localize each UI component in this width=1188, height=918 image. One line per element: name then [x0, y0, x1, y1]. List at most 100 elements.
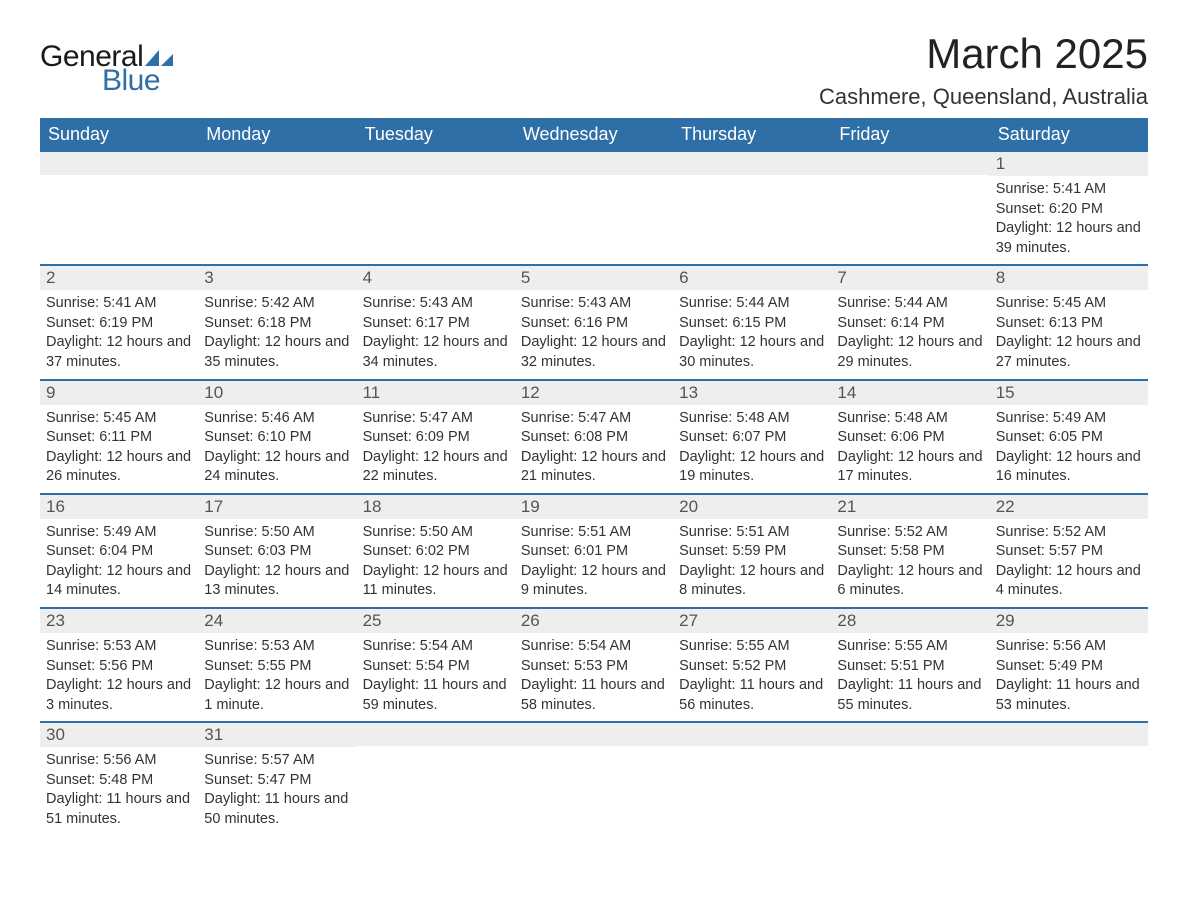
day-number-empty — [673, 722, 831, 746]
daylight-line: Daylight: 11 hours and 59 minutes. — [363, 676, 509, 715]
day-body: Sunrise: 5:56 AMSunset: 5:49 PMDaylight:… — [990, 633, 1148, 721]
sunset-line: Sunset: 5:51 PM — [837, 657, 983, 677]
day-number: 13 — [673, 380, 831, 405]
day-number: 24 — [198, 608, 356, 633]
day-number: 20 — [673, 494, 831, 519]
daylight-line: Daylight: 12 hours and 8 minutes. — [679, 562, 825, 601]
day-body: Sunrise: 5:41 AMSunset: 6:19 PMDaylight:… — [40, 290, 198, 378]
day-cell: 7Sunrise: 5:44 AMSunset: 6:14 PMDaylight… — [831, 265, 989, 378]
sunrise-line: Sunrise: 5:57 AM — [204, 751, 350, 771]
day-body: Sunrise: 5:55 AMSunset: 5:51 PMDaylight:… — [831, 633, 989, 721]
day-body: Sunrise: 5:50 AMSunset: 6:02 PMDaylight:… — [357, 519, 515, 607]
daylight-line: Daylight: 12 hours and 14 minutes. — [46, 562, 192, 601]
day-cell: 2Sunrise: 5:41 AMSunset: 6:19 PMDaylight… — [40, 265, 198, 378]
day-number: 8 — [990, 265, 1148, 290]
sunrise-line: Sunrise: 5:55 AM — [679, 637, 825, 657]
sunrise-line: Sunrise: 5:44 AM — [837, 294, 983, 314]
sunrise-line: Sunrise: 5:56 AM — [46, 751, 192, 771]
day-cell: 14Sunrise: 5:48 AMSunset: 6:06 PMDayligh… — [831, 380, 989, 493]
sunset-line: Sunset: 6:01 PM — [521, 542, 667, 562]
day-number: 1 — [990, 151, 1148, 176]
daylight-line: Daylight: 12 hours and 16 minutes. — [996, 448, 1142, 487]
daylight-line: Daylight: 12 hours and 30 minutes. — [679, 333, 825, 372]
sunrise-line: Sunrise: 5:47 AM — [521, 409, 667, 429]
daylight-line: Daylight: 12 hours and 17 minutes. — [837, 448, 983, 487]
sunrise-line: Sunrise: 5:42 AM — [204, 294, 350, 314]
day-cell — [198, 151, 356, 264]
daylight-line: Daylight: 12 hours and 24 minutes. — [204, 448, 350, 487]
day-cell — [990, 722, 1148, 835]
sunrise-line: Sunrise: 5:44 AM — [679, 294, 825, 314]
day-header-cell: Saturday — [990, 118, 1148, 151]
day-number-empty — [831, 151, 989, 175]
week-row: 23Sunrise: 5:53 AMSunset: 5:56 PMDayligh… — [40, 608, 1148, 722]
daylight-line: Daylight: 11 hours and 56 minutes. — [679, 676, 825, 715]
day-cell: 9Sunrise: 5:45 AMSunset: 6:11 PMDaylight… — [40, 380, 198, 493]
day-cell — [357, 151, 515, 264]
daylight-line: Daylight: 12 hours and 32 minutes. — [521, 333, 667, 372]
day-body — [198, 175, 356, 185]
sunrise-line: Sunrise: 5:51 AM — [679, 523, 825, 543]
sunrise-line: Sunrise: 5:50 AM — [363, 523, 509, 543]
day-number-empty — [515, 722, 673, 746]
day-number: 19 — [515, 494, 673, 519]
day-number: 17 — [198, 494, 356, 519]
day-number: 26 — [515, 608, 673, 633]
day-cell: 4Sunrise: 5:43 AMSunset: 6:17 PMDaylight… — [357, 265, 515, 378]
day-number-empty — [515, 151, 673, 175]
sunset-line: Sunset: 5:52 PM — [679, 657, 825, 677]
day-body: Sunrise: 5:51 AMSunset: 5:59 PMDaylight:… — [673, 519, 831, 607]
sunrise-line: Sunrise: 5:49 AM — [46, 523, 192, 543]
day-cell: 24Sunrise: 5:53 AMSunset: 5:55 PMDayligh… — [198, 608, 356, 721]
day-cell: 31Sunrise: 5:57 AMSunset: 5:47 PMDayligh… — [198, 722, 356, 835]
day-number-empty — [673, 151, 831, 175]
sunset-line: Sunset: 6:10 PM — [204, 428, 350, 448]
day-header-cell: Friday — [831, 118, 989, 151]
day-number: 4 — [357, 265, 515, 290]
day-body: Sunrise: 5:54 AMSunset: 5:54 PMDaylight:… — [357, 633, 515, 721]
week-row: 9Sunrise: 5:45 AMSunset: 6:11 PMDaylight… — [40, 380, 1148, 494]
day-body: Sunrise: 5:44 AMSunset: 6:14 PMDaylight:… — [831, 290, 989, 378]
day-header-cell: Sunday — [40, 118, 198, 151]
day-cell: 13Sunrise: 5:48 AMSunset: 6:07 PMDayligh… — [673, 380, 831, 493]
daylight-line: Daylight: 11 hours and 53 minutes. — [996, 676, 1142, 715]
day-number-empty — [357, 722, 515, 746]
day-cell: 19Sunrise: 5:51 AMSunset: 6:01 PMDayligh… — [515, 494, 673, 607]
day-body: Sunrise: 5:46 AMSunset: 6:10 PMDaylight:… — [198, 405, 356, 493]
day-cell: 27 Sunrise: 5:55 AMSunset: 5:52 PMDayligh… — [673, 608, 831, 721]
sunset-line: Sunset: 6:07 PM — [679, 428, 825, 448]
daylight-line: Daylight: 12 hours and 39 minutes. — [996, 219, 1142, 258]
day-number: 21 — [831, 494, 989, 519]
day-number: 29 — [990, 608, 1148, 633]
day-cell: 22Sunrise: 5:52 AMSunset: 5:57 PMDayligh… — [990, 494, 1148, 607]
day-body: Sunrise: 5:47 AMSunset: 6:08 PMDaylight:… — [515, 405, 673, 493]
day-cell: 15Sunrise: 5:49 AMSunset: 6:05 PMDayligh… — [990, 380, 1148, 493]
sunset-line: Sunset: 6:05 PM — [996, 428, 1142, 448]
daylight-line: Daylight: 12 hours and 4 minutes. — [996, 562, 1142, 601]
day-cell: 25Sunrise: 5:54 AMSunset: 5:54 PMDayligh… — [357, 608, 515, 721]
day-number: 31 — [198, 722, 356, 747]
day-body: Sunrise: 5:53 AMSunset: 5:55 PMDaylight:… — [198, 633, 356, 721]
week-row: 16Sunrise: 5:49 AMSunset: 6:04 PMDayligh… — [40, 494, 1148, 608]
day-body: Sunrise: 5:52 AMSunset: 5:58 PMDaylight:… — [831, 519, 989, 607]
day-number: 18 — [357, 494, 515, 519]
day-cell — [831, 151, 989, 264]
day-cell: 21Sunrise: 5:52 AMSunset: 5:58 PMDayligh… — [831, 494, 989, 607]
daylight-line: Daylight: 12 hours and 6 minutes. — [837, 562, 983, 601]
weeks-container: 1Sunrise: 5:41 AMSunset: 6:20 PMDaylight… — [40, 151, 1148, 836]
day-body: Sunrise: 5:52 AMSunset: 5:57 PMDaylight:… — [990, 519, 1148, 607]
title-block: March 2025 Cashmere, Queensland, Austral… — [819, 30, 1148, 110]
daylight-line: Daylight: 12 hours and 11 minutes. — [363, 562, 509, 601]
daylight-line: Daylight: 12 hours and 9 minutes. — [521, 562, 667, 601]
sunrise-line: Sunrise: 5:43 AM — [363, 294, 509, 314]
daylight-line: Daylight: 12 hours and 35 minutes. — [204, 333, 350, 372]
day-cell: 28Sunrise: 5:55 AMSunset: 5:51 PMDayligh… — [831, 608, 989, 721]
day-number: 27 — [673, 608, 831, 633]
day-body — [831, 746, 989, 756]
day-body: Sunrise: 5:47 AMSunset: 6:09 PMDaylight:… — [357, 405, 515, 493]
sunset-line: Sunset: 6:04 PM — [46, 542, 192, 562]
day-header-cell: Thursday — [673, 118, 831, 151]
day-body — [515, 175, 673, 185]
day-number: 5 — [515, 265, 673, 290]
day-body: Sunrise: 5:56 AMSunset: 5:48 PMDaylight:… — [40, 747, 198, 835]
